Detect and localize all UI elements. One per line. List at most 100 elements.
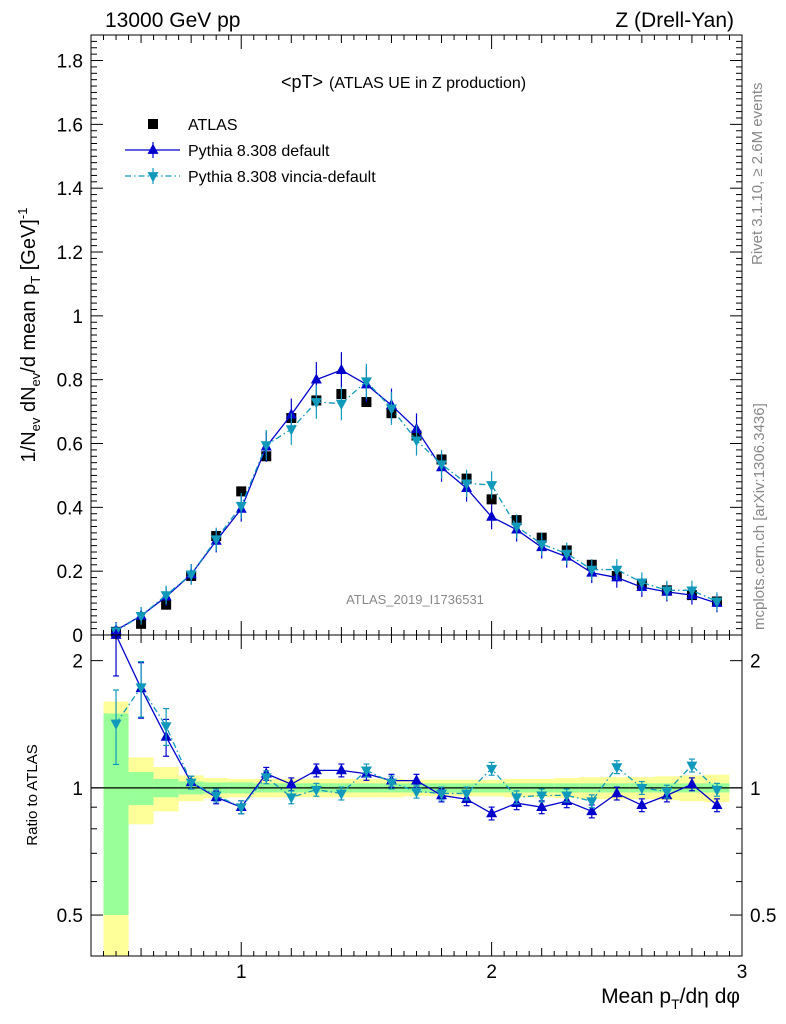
y-tick-label: 1.6 [57, 115, 83, 136]
ratio-point [686, 761, 698, 772]
svg-text:1/Nev dNev/d mean pT [GeV]-1: 1/Nev dNev/d mean pT [GeV]-1 [15, 208, 43, 463]
ratio-y-tick-label-right: 0.5 [750, 906, 776, 927]
ratio-point [661, 787, 673, 798]
ratio-point [436, 789, 448, 800]
x-tick-label: 1 [236, 962, 247, 983]
y-tick-label: 0.6 [57, 435, 83, 456]
data-point [661, 586, 673, 597]
ratio-point [686, 777, 698, 789]
ratio-point [586, 797, 598, 808]
ratio-point [335, 764, 347, 775]
ratio-point [185, 778, 197, 789]
y-tick-label: 0.8 [57, 371, 83, 392]
y-tick-label: 0.4 [57, 498, 84, 519]
svg-text:Mean pT/dη dφ: Mean pT/dη dφ [601, 985, 740, 1012]
data-point [536, 540, 548, 551]
x-axis-label: Mean pT/dη dφ [601, 985, 740, 1012]
legend: ATLAS Pythia 8.308 default Pythia 8.308 vi… [125, 117, 376, 186]
mcplots-label: mcplots.cern.ch [arXiv:1306.3436] [751, 403, 768, 630]
data-point [235, 501, 247, 513]
ratio-point [611, 787, 623, 798]
data-point [611, 565, 623, 576]
ratio-point [536, 800, 548, 812]
data-point [310, 398, 322, 409]
ratio-point [310, 764, 322, 775]
ratio-point [536, 791, 548, 802]
ratio-panel-series [110, 628, 723, 821]
ratio-point [561, 791, 573, 802]
ratio-x-axis: 1 2 3 [90, 635, 748, 983]
ratio-point [636, 798, 648, 810]
data-point [636, 578, 648, 589]
legend-marker [148, 119, 158, 129]
ratio-point [235, 803, 247, 814]
ratio-point [285, 793, 297, 804]
ratio-point [711, 798, 723, 810]
data-point [160, 591, 172, 602]
data-point [310, 373, 322, 384]
ratio-y-tick-label: 1 [72, 779, 83, 800]
y-tick-label: 0.2 [57, 562, 83, 583]
y-tick-label: 1.2 [57, 243, 83, 264]
top-y-axis: 0 0.2 0.4 0.6 0.8 1 1.2 1.4 1.6 1.8 [57, 34, 742, 647]
ratio-point [636, 783, 648, 795]
ratio-point [310, 785, 322, 797]
ratio-point [511, 793, 523, 804]
ratio-point [586, 804, 598, 816]
data-point [260, 441, 272, 452]
plot-title-main: <pT> [281, 72, 323, 92]
x-tick-label: 3 [737, 962, 748, 983]
ratio-point [711, 785, 723, 797]
data-point [486, 481, 498, 492]
top-x-axis [90, 35, 743, 635]
ratio-point [335, 789, 347, 800]
ratio-point [411, 787, 422, 798]
data-point [711, 597, 723, 608]
uncertainty-band-green [128, 772, 154, 806]
y-tick-label: 1 [72, 307, 83, 328]
ratio-y-axis-label: Ratio to ATLAS [24, 744, 41, 845]
ratio-point [160, 722, 172, 733]
data-point [385, 404, 397, 415]
analysis-watermark: ATLAS_2019_I1736531 [346, 592, 484, 607]
ratio-point [611, 763, 623, 774]
data-point [185, 570, 197, 581]
x-tick-label: 2 [486, 962, 497, 983]
top-y-axis-label: 1/Nev dNev/d mean pT [GeV]-1 [15, 208, 43, 463]
data-point [360, 377, 372, 388]
ratio-point [135, 683, 147, 694]
legend-label: Pythia 8.308 default [188, 143, 330, 160]
data-point [335, 363, 347, 374]
ratio-point [486, 807, 498, 818]
data-point [210, 535, 222, 546]
data-point [686, 586, 698, 597]
header-right: Z (Drell-Yan) [615, 9, 734, 32]
data-point [486, 494, 497, 505]
y-tick-label: 1.8 [57, 52, 83, 73]
ratio-point [360, 766, 372, 777]
ratio-y-tick-label: 0.5 [57, 906, 83, 927]
ratio-panel-bands [91, 701, 742, 956]
data-point [436, 460, 448, 471]
data-point [511, 522, 523, 533]
ratio-point [461, 789, 473, 800]
ratio-point [110, 719, 122, 730]
data-point [236, 486, 247, 497]
data-point [411, 436, 422, 447]
top-panel-series [110, 352, 723, 640]
legend-marker [147, 172, 159, 183]
ratio-point [260, 773, 272, 784]
data-point [335, 399, 347, 410]
ratio-y-tick-label-right: 1 [750, 779, 761, 800]
data-point [461, 479, 473, 490]
data-point [561, 549, 573, 560]
ratio-y-axis: 0.5 0.5 1 1 2 2 [57, 652, 776, 957]
ratio-y-tick-label-right: 2 [750, 652, 761, 673]
data-point [285, 425, 297, 436]
ratio-y-tick-label: 2 [72, 652, 83, 673]
legend-label: Pythia 8.308 vincia-default [188, 169, 376, 186]
ratio-point [486, 764, 498, 776]
plot-title-sub: (ATLAS UE in Z production) [329, 75, 526, 92]
data-point [486, 510, 498, 521]
